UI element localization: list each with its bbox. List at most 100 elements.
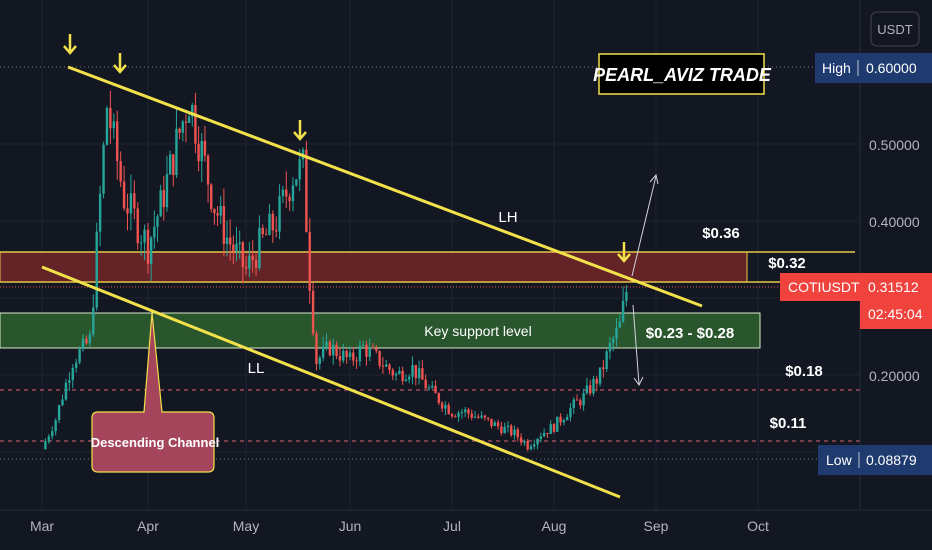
channel-lower-line[interactable]: [41, 265, 621, 499]
candle-body: [460, 412, 464, 414]
y-tick-050: 0.50000: [869, 137, 920, 153]
x-tick-mar: Mar: [30, 518, 54, 534]
candle-body: [305, 149, 308, 232]
candle-body: [483, 415, 487, 418]
candle-body: [122, 181, 126, 209]
candle-body: [281, 189, 285, 197]
candle-body: [78, 349, 81, 363]
candle-body: [378, 350, 381, 366]
y-tick-040: 0.40000: [869, 214, 920, 230]
currency-button[interactable]: [870, 11, 920, 47]
candle-body: [225, 237, 229, 244]
candle-body: [328, 341, 332, 356]
candle-body: [271, 213, 275, 231]
candle-body: [102, 144, 105, 194]
candle-body: [358, 345, 362, 362]
time-axis[interactable]: Mar Apr May Jun Jul Aug Sep Oct: [30, 518, 769, 534]
candle-body: [194, 105, 197, 144]
resistance-zone[interactable]: [0, 251, 748, 283]
candle-body: [608, 342, 612, 352]
candle-body: [556, 416, 559, 432]
arrow-down-icon: [617, 242, 631, 263]
candle-body: [295, 179, 298, 186]
candle-body: [143, 229, 146, 243]
candle-body: [447, 404, 450, 415]
candle-body: [165, 174, 169, 208]
candle-body: [398, 370, 401, 374]
high-badge-value: 0.60000: [866, 60, 917, 76]
candle-body: [47, 436, 51, 442]
candle-body: [200, 140, 203, 162]
candle-body: [261, 227, 264, 235]
candle-body: [559, 416, 562, 423]
candle-body: [184, 121, 188, 123]
candle-body: [335, 344, 338, 357]
candle-body: [503, 427, 506, 434]
support-zone[interactable]: [0, 312, 761, 349]
price-axis[interactable]: [860, 0, 932, 510]
candle-body: [315, 333, 318, 364]
candle-body: [44, 441, 47, 450]
x-tick-may: May: [233, 518, 259, 534]
low-badge-value: 0.08879: [866, 452, 917, 468]
projection-up-arrow: [631, 175, 657, 277]
candle-body: [546, 432, 549, 435]
brand-label: PEARL_AVIZ TRADE: [593, 65, 772, 85]
current-price-badge: [860, 273, 932, 329]
candle-body: [595, 378, 598, 384]
symbol-badge: [780, 273, 860, 301]
price-011-label: $0.11: [770, 415, 807, 432]
brand-box: [598, 53, 765, 95]
candle-body: [116, 121, 119, 162]
candle-body: [598, 367, 602, 384]
candle-body: [516, 429, 520, 438]
candle-body: [241, 242, 245, 268]
candle-body: [238, 242, 241, 244]
candle-body: [450, 414, 454, 417]
candle-body: [510, 425, 513, 436]
candle-body: [318, 357, 322, 364]
candle-body: [153, 226, 156, 238]
candle-body: [197, 143, 200, 162]
candle-body: [552, 424, 556, 432]
candle-body: [159, 190, 162, 217]
candle-body: [338, 356, 342, 361]
candle-body: [191, 105, 194, 117]
candle-body: [311, 290, 315, 334]
candle-body: [74, 362, 78, 369]
y-tick-020: 0.20000: [869, 368, 920, 384]
candle-body: [519, 437, 523, 443]
candle-body: [536, 438, 539, 445]
candle-body: [251, 255, 254, 261]
candle-body: [529, 446, 533, 450]
candle-body: [381, 365, 385, 367]
descending-channel-callout[interactable]: [91, 312, 215, 473]
candle-body: [592, 378, 595, 394]
low-badge: [818, 445, 932, 475]
channel-upper-line[interactable]: [67, 65, 703, 308]
candle-body: [149, 237, 153, 264]
candle-body: [500, 426, 503, 434]
candle-body: [602, 367, 605, 369]
candle-body: [486, 417, 490, 419]
candle-body: [401, 370, 404, 382]
arrow-markers: [63, 34, 631, 263]
candle-body: [291, 185, 295, 202]
candle-body: [348, 352, 352, 358]
candle-body: [391, 370, 394, 376]
candle-body: [244, 267, 248, 269]
candle-body: [375, 348, 378, 351]
candle-body: [493, 422, 496, 426]
candle-body: [579, 400, 582, 406]
arrow-down-icon: [293, 120, 307, 141]
candle-body: [562, 420, 566, 423]
candle-body: [523, 441, 526, 443]
candle-body: [361, 344, 365, 346]
candle-body: [625, 291, 628, 301]
ll-label: LL: [248, 360, 265, 377]
candle-body: [457, 412, 460, 417]
candle-body: [539, 436, 543, 439]
candle-body: [146, 229, 150, 264]
candle-body: [126, 208, 129, 214]
